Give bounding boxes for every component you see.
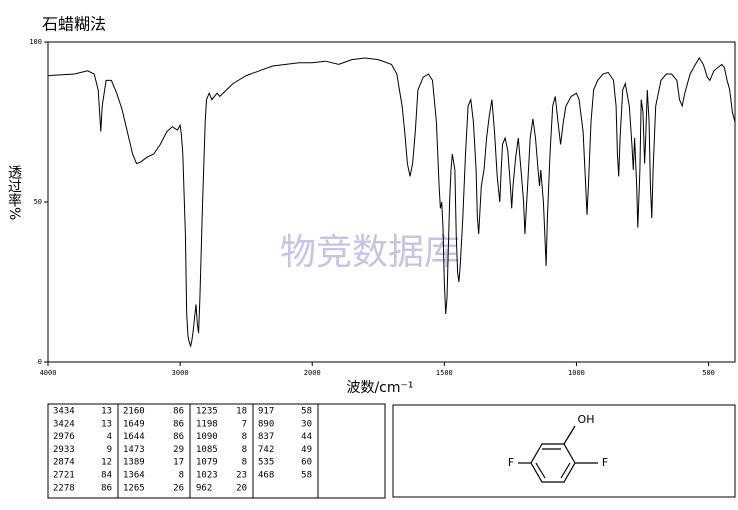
peak-transmittance: 49: [301, 445, 312, 455]
peak-wavenumber: 3434: [53, 407, 75, 417]
peak-wavenumber: 917: [258, 407, 274, 417]
spectrum-line: [47, 57, 736, 348]
x-tick-label: 4000: [40, 369, 57, 377]
peak-wavenumber: 2976: [53, 432, 75, 442]
peak-wavenumber: 468: [258, 471, 274, 481]
double-bond: [560, 462, 571, 479]
peak-transmittance: 60: [301, 458, 312, 468]
y-tick-label: 100: [29, 38, 42, 46]
peak-transmittance: 26: [173, 483, 184, 493]
peak-transmittance: 8: [179, 471, 184, 481]
chart-title: 石蜡糊法: [42, 15, 106, 34]
peak-wavenumber: 1473: [123, 445, 145, 455]
peak-transmittance: 13: [101, 407, 112, 417]
peak-transmittance: 7: [242, 419, 247, 429]
peak-transmittance: 8: [242, 445, 247, 455]
peak-wavenumber: 1235: [196, 407, 218, 417]
peak-transmittance: 18: [236, 407, 247, 417]
plot-frame: [47, 41, 736, 363]
peak-transmittance: 86: [101, 483, 112, 493]
peak-transmittance: 23: [236, 471, 247, 481]
peak-transmittance: 58: [301, 471, 312, 481]
peak-transmittance: 86: [173, 407, 184, 417]
atom-label: F: [508, 456, 514, 469]
peak-transmittance: 12: [101, 458, 112, 468]
peak-table-frame: [47, 403, 386, 499]
x-tick-label: 1000: [568, 369, 585, 377]
structure-frame: [392, 404, 736, 498]
peak-wavenumber: 2933: [53, 445, 75, 455]
peak-transmittance: 9: [107, 445, 112, 455]
peak-wavenumber: 1090: [196, 432, 218, 442]
peak-wavenumber: 1023: [196, 471, 218, 481]
x-axis-label: 波数/cm⁻¹: [346, 380, 413, 396]
peak-wavenumber: 2721: [53, 471, 75, 481]
peak-wavenumber: 2874: [53, 458, 75, 468]
peak-wavenumber: 535: [258, 458, 274, 468]
peak-transmittance: 4: [107, 432, 112, 442]
peak-transmittance: 30: [301, 419, 312, 429]
peak-transmittance: 86: [173, 419, 184, 429]
peak-transmittance: 20: [236, 483, 247, 493]
atom-label: OH: [578, 413, 595, 426]
peak-transmittance: 58: [301, 407, 312, 417]
x-tick-label: 2000: [304, 369, 321, 377]
peak-wavenumber: 1389: [123, 458, 145, 468]
x-tick-label: 1500: [436, 369, 453, 377]
peak-wavenumber: 890: [258, 419, 274, 429]
peak-wavenumber: 962: [196, 483, 212, 493]
molecule: [518, 425, 598, 483]
peak-wavenumber: 1649: [123, 419, 145, 429]
peak-transmittance: 8: [242, 432, 247, 442]
peak-wavenumber: 3424: [53, 419, 75, 429]
peak-wavenumber: 2278: [53, 483, 75, 493]
watermark: 物竞数据库: [280, 232, 460, 273]
peak-wavenumber: 1265: [123, 483, 145, 493]
peak-transmittance: 13: [101, 419, 112, 429]
y-axis-label: 透过率%: [6, 165, 22, 220]
peak-wavenumber: 742: [258, 445, 274, 455]
peak-wavenumber: 1085: [196, 445, 218, 455]
peak-wavenumber: 1644: [123, 432, 145, 442]
y-tick-label: 0: [38, 358, 42, 366]
bond: [563, 425, 576, 445]
peak-transmittance: 86: [173, 432, 184, 442]
benzene-ring: [530, 443, 576, 483]
y-tick-label: 50: [34, 198, 42, 206]
peak-wavenumber: 837: [258, 432, 274, 442]
peak-wavenumber: 1198: [196, 419, 218, 429]
peak-transmittance: 84: [101, 471, 112, 481]
x-tick-label: 3000: [172, 369, 189, 377]
x-tick-label: 500: [702, 369, 715, 377]
atom-label: F: [602, 456, 608, 469]
peak-transmittance: 44: [301, 432, 312, 442]
double-bond: [535, 462, 546, 479]
peak-wavenumber: 1079: [196, 458, 218, 468]
peak-wavenumber: 1364: [123, 471, 145, 481]
peak-transmittance: 17: [173, 458, 184, 468]
peak-transmittance: 8: [242, 458, 247, 468]
peak-transmittance: 29: [173, 445, 184, 455]
peak-wavenumber: 2160: [123, 407, 145, 417]
